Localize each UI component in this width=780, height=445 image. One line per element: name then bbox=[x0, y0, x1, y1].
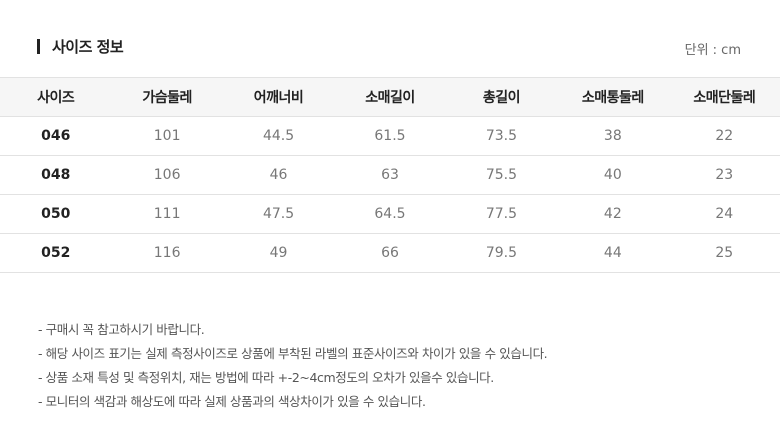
measurement-cell: 25 bbox=[668, 233, 780, 273]
measurement-cell: 24 bbox=[668, 194, 780, 234]
size-cell: 046 bbox=[0, 116, 112, 156]
measurement-cell: 40 bbox=[557, 155, 669, 195]
note-item: - 상품 소재 특성 및 측정위치, 재는 방법에 따라 +-2~4cm정도의 … bbox=[38, 370, 494, 385]
table-row: 052 116 49 66 79.5 44 25 bbox=[0, 233, 780, 273]
note-item: - 해당 사이즈 표기는 실제 측정사이즈로 상품에 부착된 라벨의 표준사이즈… bbox=[38, 346, 548, 361]
table-header-row: 사이즈 가슴둘레 어깨너비 소매길이 총길이 소매통둘레 소매단둘레 bbox=[0, 77, 780, 117]
size-cell: 052 bbox=[0, 233, 112, 273]
column-header: 소매길이 bbox=[334, 77, 446, 117]
measurement-cell: 79.5 bbox=[445, 233, 558, 273]
table-row: 048 106 46 63 75.5 40 23 bbox=[0, 155, 780, 195]
column-header: 총길이 bbox=[445, 77, 558, 117]
column-header: 소매통둘레 bbox=[557, 77, 669, 117]
measurement-cell: 42 bbox=[557, 194, 669, 234]
measurement-cell: 66 bbox=[334, 233, 446, 273]
measurement-cell: 61.5 bbox=[334, 116, 446, 156]
size-cell: 048 bbox=[0, 155, 112, 195]
measurement-cell: 63 bbox=[334, 155, 446, 195]
measurement-cell: 101 bbox=[111, 116, 223, 156]
column-header: 소매단둘레 bbox=[668, 77, 780, 117]
measurement-cell: 46 bbox=[222, 155, 335, 195]
column-header: 어깨너비 bbox=[222, 77, 335, 117]
measurement-cell: 44 bbox=[557, 233, 669, 273]
measurement-cell: 47.5 bbox=[222, 194, 335, 234]
size-cell: 050 bbox=[0, 194, 112, 234]
note-item: - 모니터의 색감과 해상도에 따라 실제 상품과의 색상차이가 있을 수 있습… bbox=[38, 394, 426, 409]
notes-list: - 구매시 꼭 참고하시기 바랍니다. - 해당 사이즈 표기는 실제 측정사이즈… bbox=[38, 320, 548, 416]
measurement-cell: 44.5 bbox=[222, 116, 335, 156]
size-table: 사이즈 가슴둘레 어깨너비 소매길이 총길이 소매통둘레 소매단둘레 046 101 44.5 6… bbox=[0, 77, 780, 273]
column-header: 가슴둘레 bbox=[111, 77, 223, 117]
measurement-cell: 22 bbox=[668, 116, 780, 156]
note-item: - 구매시 꼭 참고하시기 바랍니다. bbox=[38, 322, 205, 337]
table-row: 046 101 44.5 61.5 73.5 38 22 bbox=[0, 116, 780, 156]
section-title: 사이즈 정보 bbox=[52, 38, 124, 56]
column-header: 사이즈 bbox=[0, 77, 112, 117]
table-row: 050 111 47.5 64.5 77.5 42 24 bbox=[0, 194, 780, 234]
measurement-cell: 73.5 bbox=[445, 116, 558, 156]
measurement-cell: 38 bbox=[557, 116, 669, 156]
measurement-cell: 106 bbox=[111, 155, 223, 195]
unit-label: 단위 : cm bbox=[684, 43, 741, 58]
measurement-cell: 23 bbox=[668, 155, 780, 195]
measurement-cell: 64.5 bbox=[334, 194, 446, 234]
measurement-cell: 77.5 bbox=[445, 194, 558, 234]
measurement-cell: 75.5 bbox=[445, 155, 558, 195]
measurement-cell: 116 bbox=[111, 233, 223, 273]
measurement-cell: 111 bbox=[111, 194, 223, 234]
title-accent-bar bbox=[37, 39, 40, 54]
measurement-cell: 49 bbox=[222, 233, 335, 273]
